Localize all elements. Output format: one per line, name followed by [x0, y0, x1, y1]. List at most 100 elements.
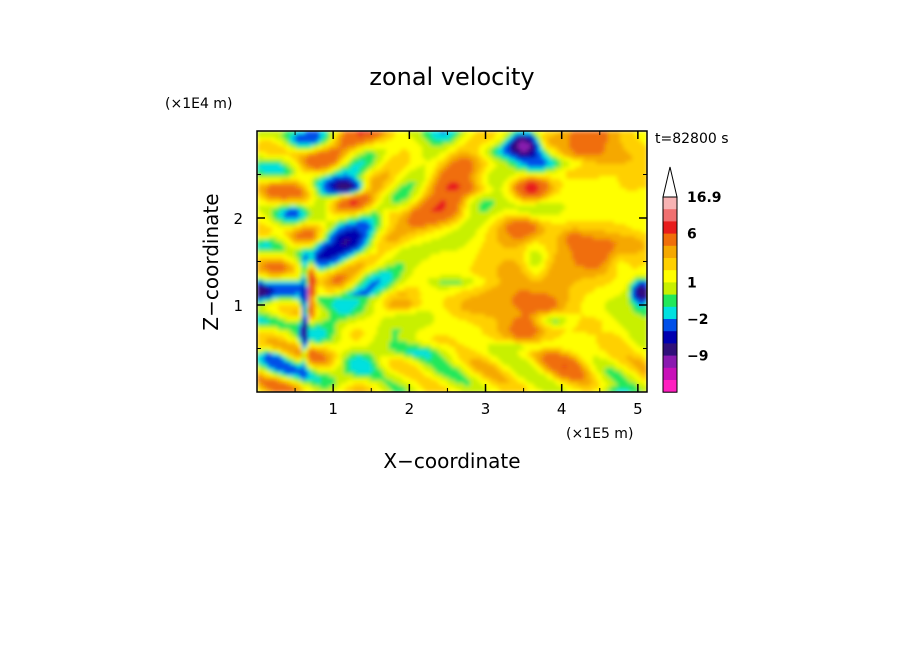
field-cell: [275, 194, 279, 198]
field-cell: [308, 182, 312, 186]
field-cell: [488, 194, 492, 198]
field-cell: [527, 188, 531, 192]
field-cell: [260, 197, 264, 201]
field-cell: [488, 191, 492, 195]
field-cell: [302, 239, 306, 243]
field-cell: [581, 227, 585, 231]
field-cell: [428, 203, 432, 207]
field-cell: [314, 245, 318, 249]
field-cell: [257, 161, 261, 165]
field-cell: [425, 224, 429, 228]
field-cell: [257, 245, 261, 249]
field-cell: [557, 131, 561, 135]
field-cell: [605, 158, 609, 162]
field-cell: [329, 224, 333, 228]
field-cell: [347, 191, 351, 195]
field-cell: [443, 155, 447, 159]
field-cell: [572, 242, 576, 246]
field-cell: [356, 221, 360, 225]
field-cell: [464, 158, 468, 162]
field-cell: [512, 161, 516, 165]
field-cell: [557, 233, 561, 237]
field-cell: [443, 182, 447, 186]
field-cell: [275, 176, 279, 180]
field-cell: [317, 230, 321, 234]
field-cell: [395, 158, 399, 162]
field-cell: [392, 188, 396, 192]
field-cell: [482, 194, 486, 198]
field-cell: [341, 188, 345, 192]
field-cell: [398, 179, 402, 183]
field-cell: [371, 233, 375, 237]
field-cell: [596, 206, 600, 210]
field-cell: [317, 212, 321, 216]
field-cell: [266, 182, 270, 186]
field-cell: [281, 242, 285, 246]
field-cell: [266, 134, 270, 138]
field-cell: [620, 179, 624, 183]
field-cell: [287, 206, 291, 210]
field-cell: [266, 200, 270, 204]
field-cell: [299, 245, 303, 249]
field-cell: [323, 173, 327, 177]
field-cell: [362, 143, 366, 147]
field-cell: [458, 173, 462, 177]
field-cell: [281, 152, 285, 156]
field-cell: [644, 218, 647, 222]
field-cell: [296, 155, 300, 159]
field-cell: [287, 197, 291, 201]
field-cell: [437, 218, 441, 222]
field-cell: [269, 179, 273, 183]
field-cell: [377, 212, 381, 216]
field-cell: [509, 155, 513, 159]
field-cell: [545, 194, 549, 198]
field-cell: [416, 218, 420, 222]
field-cell: [629, 149, 633, 153]
field-cell: [383, 197, 387, 201]
field-cell: [371, 149, 375, 153]
field-cell: [260, 209, 264, 213]
field-cell: [545, 230, 549, 234]
field-cell: [518, 149, 522, 153]
field-cell: [320, 203, 324, 207]
field-cell: [314, 200, 318, 204]
field-cell: [557, 206, 561, 210]
field-cell: [464, 137, 468, 141]
field-cell: [512, 227, 516, 231]
field-cell: [521, 224, 525, 228]
field-cell: [314, 188, 318, 192]
field-cell: [281, 227, 285, 231]
field-cell: [611, 146, 615, 150]
field-cell: [422, 206, 426, 210]
field-cell: [455, 137, 459, 141]
field-cell: [452, 155, 456, 159]
field-cell: [533, 146, 537, 150]
field-cell: [434, 140, 438, 144]
field-cell: [311, 188, 315, 192]
field-cell: [569, 134, 573, 138]
field-cell: [488, 242, 492, 246]
field-cell: [638, 140, 642, 144]
field-cell: [353, 152, 357, 156]
field-cell: [506, 215, 510, 219]
field-cell: [281, 197, 285, 201]
field-cell: [584, 191, 588, 195]
field-cell: [596, 167, 600, 171]
field-cell: [488, 155, 492, 159]
field-cell: [305, 236, 309, 240]
field-cell: [500, 191, 504, 195]
field-cell: [257, 212, 261, 216]
field-cell: [446, 215, 450, 219]
field-cell: [569, 131, 573, 135]
field-cell: [593, 191, 597, 195]
field-cell: [494, 203, 498, 207]
field-cell: [266, 239, 270, 243]
field-cell: [539, 221, 543, 225]
field-cell: [476, 182, 480, 186]
field-cell: [311, 206, 315, 210]
field-cell: [380, 188, 384, 192]
field-cell: [263, 179, 267, 183]
field-cell: [554, 182, 558, 186]
field-cell: [536, 239, 540, 243]
field-cell: [644, 140, 647, 144]
